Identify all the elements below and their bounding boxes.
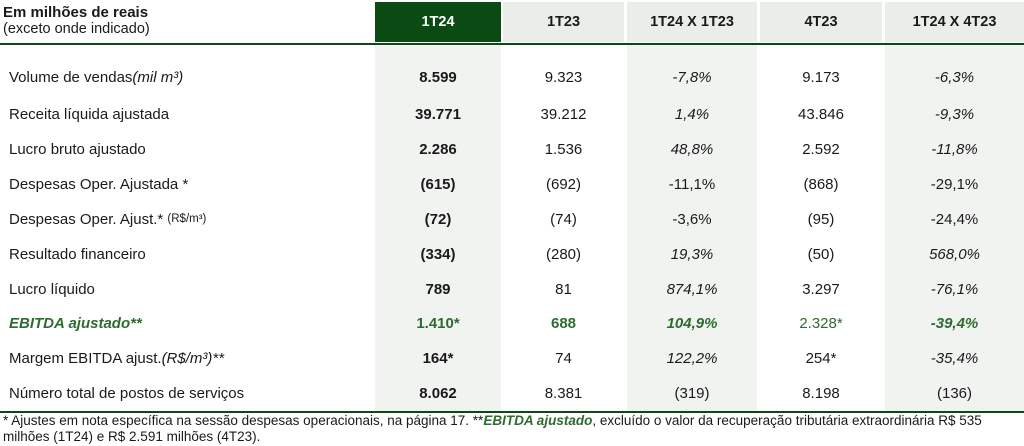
cell-1t24-x-1t23: (319) xyxy=(674,384,710,402)
cell-1t24-x-1t23: 19,3% xyxy=(670,245,714,263)
cell-4t23: 254* xyxy=(805,349,837,367)
cell-1t24: 39.771 xyxy=(415,105,461,123)
cell-1t23: (280) xyxy=(545,245,582,263)
column-shade-1t24-x-1t23 xyxy=(627,45,757,413)
cell-1t24-x-1t23: 48,8% xyxy=(670,140,714,158)
table-row: Número total de postos de serviços 8.062… xyxy=(0,376,1024,410)
cell-1t24-x-4t23: -6,3% xyxy=(934,68,975,86)
header-divider xyxy=(0,43,1024,45)
table-row: Volume de vendas (mil m³) 8.599 9.323 -7… xyxy=(0,60,1024,94)
column-header-1t23: 1T23 xyxy=(503,2,624,42)
row-label: Margem EBITDA ajust. (R$/m³)** xyxy=(9,349,225,367)
cell-1t24: 2.286 xyxy=(419,140,457,158)
table-bottom-divider xyxy=(0,411,1024,413)
cell-4t23: 2.592 xyxy=(802,140,840,158)
cell-4t23: (95) xyxy=(807,210,835,228)
table-row: Margem EBITDA ajust. (R$/m³)** 164* 74 1… xyxy=(0,341,1024,375)
cell-4t23: 43.846 xyxy=(798,105,844,123)
table-row: Despesas Oper. Ajustada * (615) (692) -1… xyxy=(0,167,1024,201)
cell-1t24-x-4t23: -35,4% xyxy=(930,349,979,367)
cell-1t24: 8.062 xyxy=(419,384,457,402)
row-label: Número total de postos de serviços xyxy=(9,384,245,402)
cell-1t24: (72) xyxy=(424,210,452,228)
cell-1t23: 74 xyxy=(555,349,572,367)
cell-1t24-x-4t23: -76,1% xyxy=(930,280,979,298)
table-row: Despesas Oper. Ajust.* (R$/m³) (72) (74)… xyxy=(0,202,1024,236)
cell-1t24-x-4t23: -9,3% xyxy=(934,105,975,123)
cell-4t23: 3.297 xyxy=(802,280,840,298)
header-title: Em milhões de reais xyxy=(3,4,149,21)
footnote: * Ajustes em nota específica na sessão d… xyxy=(3,413,982,444)
column-shade-1t24 xyxy=(375,45,501,413)
cell-1t24-x-4t23: -11,8% xyxy=(931,140,978,158)
row-label: Receita líquida ajustada xyxy=(9,105,170,123)
cell-4t23: 2.328* xyxy=(799,314,843,332)
table-row-highlight: EBITDA ajustado** 1.410* 688 104,9% 2.32… xyxy=(0,306,1024,340)
column-header-4t23: 4T23 xyxy=(760,2,882,42)
table-header: Em milhões de reais (exceto onde indicad… xyxy=(0,2,1024,42)
cell-1t24-x-1t23: -7,8% xyxy=(672,68,712,86)
cell-1t23: 9.323 xyxy=(544,68,583,86)
table-row: Receita líquida ajustada 39.771 39.212 1… xyxy=(0,97,1024,131)
cell-1t24-x-4t23: -24,4% xyxy=(930,210,979,228)
row-label: Resultado financeiro xyxy=(9,245,146,263)
cell-1t24: 8.599 xyxy=(419,68,457,86)
cell-1t24: (334) xyxy=(420,245,456,263)
cell-1t23: 1.536 xyxy=(544,140,583,158)
cell-1t24: 789 xyxy=(425,280,451,298)
cell-1t23: (74) xyxy=(550,210,577,228)
row-label: Lucro bruto ajustado xyxy=(9,140,146,158)
header-title-cell: Em milhões de reais (exceto onde indicad… xyxy=(3,4,150,38)
column-header-1t24: 1T24 xyxy=(375,2,501,42)
cell-1t24-x-1t23: 104,9% xyxy=(666,314,718,332)
cell-1t23: 81 xyxy=(555,280,572,298)
cell-1t24: 164* xyxy=(422,349,454,367)
cell-1t24: (615) xyxy=(420,175,456,193)
row-label: EBITDA ajustado** xyxy=(9,314,142,332)
cell-1t23: 39.212 xyxy=(540,105,587,123)
cell-1t23: 688 xyxy=(550,314,577,332)
cell-4t23: (50) xyxy=(807,245,835,263)
row-label: Lucro líquido xyxy=(9,280,95,298)
column-shade-1t24-x-4t23 xyxy=(885,45,1024,413)
cell-1t24-x-1t23: 122,2% xyxy=(666,349,718,367)
row-label: Despesas Oper. Ajust.* (R$/m³) xyxy=(9,210,207,228)
column-header-1t24-x-1t23: 1T24 X 1T23 xyxy=(627,2,757,42)
cell-1t24-x-4t23: (136) xyxy=(936,384,973,402)
cell-1t24-x-4t23: -39,4% xyxy=(930,314,979,332)
cell-1t24-x-4t23: -29,1% xyxy=(930,175,979,193)
cell-1t23: (692) xyxy=(545,175,582,193)
table-row: Resultado financeiro (334) (280) 19,3% (… xyxy=(0,237,1024,271)
cell-1t24-x-1t23: -3,6% xyxy=(672,210,712,228)
cell-4t23: (868) xyxy=(803,175,839,193)
table-row: Lucro bruto ajustado 2.286 1.536 48,8% 2… xyxy=(0,132,1024,166)
row-label: Despesas Oper. Ajustada * xyxy=(9,175,189,193)
cell-4t23: 9.173 xyxy=(802,68,840,86)
row-label: Volume de vendas (mil m³) xyxy=(9,68,184,86)
column-header-1t24-x-4t23: 1T24 X 4T23 xyxy=(885,2,1024,42)
cell-1t24-x-4t23: 568,0% xyxy=(929,245,980,263)
table-row: Lucro líquido 789 81 874,1% 3.297 -76,1% xyxy=(0,272,1024,306)
cell-1t24-x-1t23: -11,1% xyxy=(668,175,716,193)
header-subtitle: (exceto onde indicado) xyxy=(3,21,150,37)
cell-1t24-x-1t23: 1,4% xyxy=(674,105,710,123)
cell-1t24: 1.410* xyxy=(416,314,460,332)
cell-1t24-x-1t23: 874,1% xyxy=(666,280,718,298)
cell-1t23: 8.381 xyxy=(544,384,583,402)
cell-4t23: 8.198 xyxy=(802,384,840,402)
